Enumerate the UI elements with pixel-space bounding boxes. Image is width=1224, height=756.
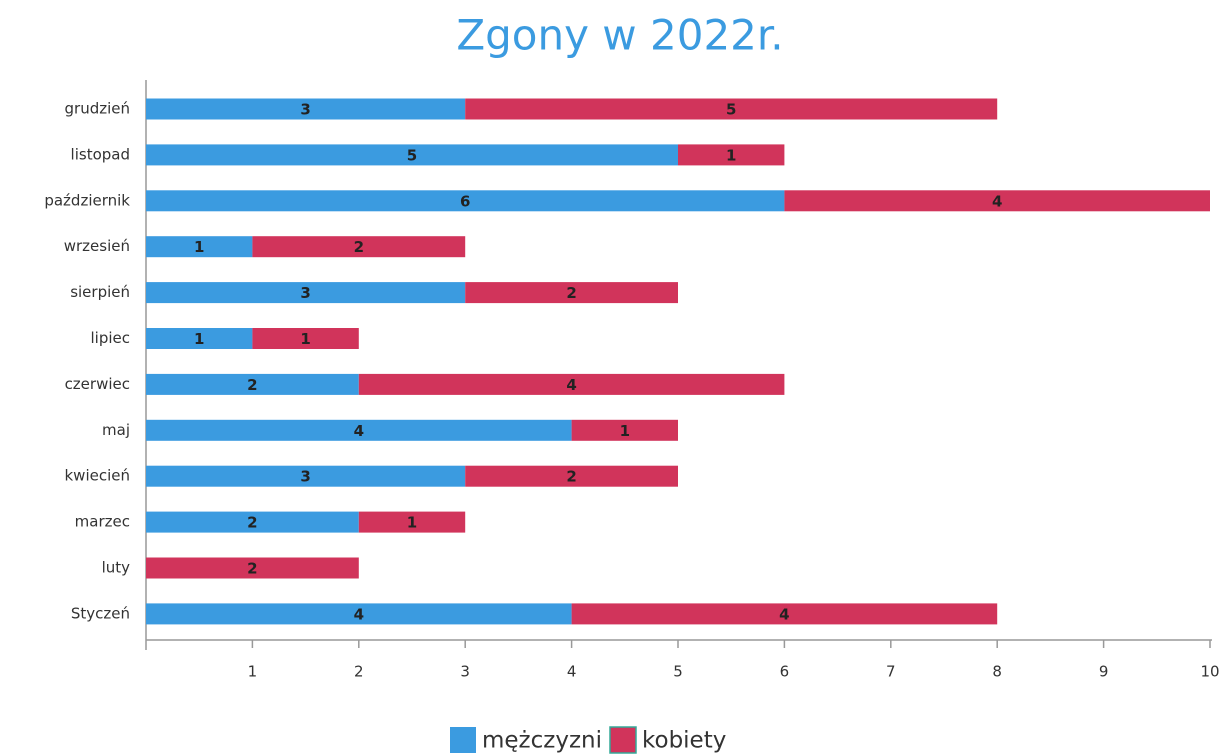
bar-segment (465, 282, 678, 304)
data-label: 1 (300, 330, 310, 348)
y-tick-label: kwiecień (64, 467, 130, 485)
y-tick-label: październik (44, 191, 130, 209)
bar-segment (465, 465, 678, 487)
x-tick-label: 6 (780, 663, 790, 681)
bar-segment (146, 373, 359, 395)
chart-title: Zgony w 2022r. (456, 11, 783, 60)
x-tick-label: 3 (460, 663, 470, 681)
data-label: 3 (300, 468, 310, 486)
data-label: 1 (407, 514, 417, 532)
y-tick-label: wrzesień (64, 237, 130, 255)
data-label: 2 (247, 560, 257, 578)
data-label: 3 (300, 284, 310, 302)
bar-segment (146, 236, 253, 258)
data-label: 4 (354, 422, 364, 440)
data-label: 4 (354, 605, 364, 623)
y-tick-label: czerwiec (65, 375, 130, 393)
data-label: 2 (354, 238, 364, 256)
y-tick-label: maj (102, 421, 130, 439)
data-label: 1 (194, 330, 204, 348)
legend-label: mężczyzni (482, 728, 602, 754)
bar-segment (146, 98, 466, 120)
y-tick-label: Styczeń (71, 604, 130, 622)
x-tick-label: 8 (992, 663, 1002, 681)
x-tick-label: 1 (248, 663, 258, 681)
x-tick-label: 10 (1200, 663, 1219, 681)
bar-segment (146, 419, 572, 441)
data-label: 2 (566, 468, 576, 486)
bar-segment (146, 557, 359, 579)
data-label: 4 (566, 376, 576, 394)
data-label: 5 (726, 101, 736, 119)
bar-segment (465, 98, 998, 120)
x-tick-label: 5 (673, 663, 683, 681)
bar-segment (146, 465, 466, 487)
bar-segment (146, 328, 253, 349)
data-label: 6 (460, 192, 470, 210)
data-label: 1 (194, 238, 204, 256)
y-tick-label: grudzień (65, 100, 131, 118)
y-tick-label: lipiec (91, 329, 131, 347)
bar-segment (678, 144, 785, 166)
bar-segment (358, 511, 466, 533)
legend-swatch (609, 726, 637, 754)
bar-segment (571, 419, 678, 441)
x-tick-label: 9 (1099, 663, 1109, 681)
bar-segment (571, 603, 998, 625)
y-tick-label: listopad (71, 145, 130, 163)
data-label: 1 (726, 146, 736, 164)
y-tick-label: marzec (75, 513, 130, 531)
data-label: 3 (300, 101, 310, 119)
bar-segment (146, 144, 678, 166)
bar-segment (146, 603, 572, 625)
bar-segment (252, 328, 359, 349)
bar-segment (146, 511, 359, 533)
data-label: 2 (247, 376, 257, 394)
data-label: 4 (779, 605, 789, 623)
x-tick-label: 7 (886, 663, 896, 681)
bar-segment (146, 190, 785, 212)
data-label: 2 (247, 514, 257, 532)
y-tick-label: luty (102, 559, 131, 577)
bar-segment (146, 282, 466, 304)
bar-segment (784, 190, 1210, 212)
data-label: 5 (407, 146, 417, 164)
legend-label: kobiety (642, 728, 726, 754)
bar-segment (252, 236, 466, 258)
data-label: 1 (620, 422, 630, 440)
bar-segment (358, 373, 785, 395)
x-tick-label: 4 (567, 663, 577, 681)
legend-swatch (450, 727, 476, 753)
x-tick-label: 2 (354, 663, 364, 681)
y-tick-label: sierpień (70, 283, 130, 301)
data-label: 4 (992, 192, 1002, 210)
data-label: 2 (566, 284, 576, 302)
